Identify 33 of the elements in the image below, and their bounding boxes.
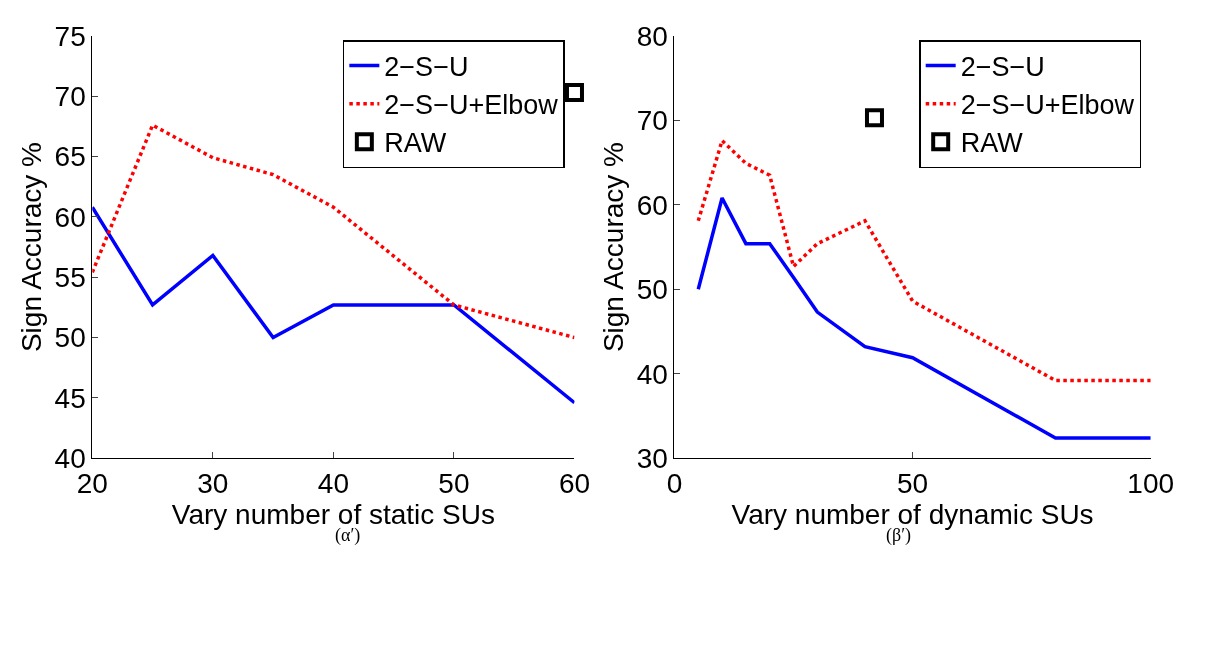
legend-label: RAW xyxy=(960,128,1024,159)
y-tick-label: 70 xyxy=(54,80,86,112)
y-tick-label: 70 xyxy=(636,105,668,137)
x-tick-label: 50 xyxy=(438,467,470,499)
x-tick-label: 40 xyxy=(317,467,349,499)
text: (α′) xyxy=(335,525,361,546)
y-tick-label: 30 xyxy=(636,443,668,475)
y-tick-label: 45 xyxy=(54,382,86,414)
legend-label: 2−S−U xyxy=(384,52,469,83)
y-tick-label: 60 xyxy=(54,201,86,233)
y-tick-label: 80 xyxy=(636,20,668,52)
x-tick-label: 30 xyxy=(197,467,229,499)
line-series xyxy=(92,205,575,405)
x-tick-label: 0 xyxy=(666,467,683,499)
x-tick-label: 50 xyxy=(897,467,929,499)
y-tick-label: 60 xyxy=(636,189,668,221)
legend-label: 2−S−U+Elbow xyxy=(384,90,559,121)
y-axis-title: Sign Accuracy % xyxy=(598,141,630,353)
text: (β′) xyxy=(886,525,912,546)
y-axis-title: Sign Accuracy % xyxy=(16,141,48,353)
line-series xyxy=(92,123,575,340)
legend-label: 2−S−U+Elbow xyxy=(960,90,1135,121)
y-tick-label: 50 xyxy=(54,322,86,354)
line-series xyxy=(696,196,1151,440)
y-tick-label: 50 xyxy=(636,274,668,306)
x-tick-label: 100 xyxy=(1127,467,1175,499)
y-tick-label: 65 xyxy=(54,141,86,173)
x-tick-label: 60 xyxy=(558,467,591,499)
legend-label: RAW xyxy=(384,128,447,159)
y-tick-label: 40 xyxy=(636,358,668,390)
y-tick-label: 75 xyxy=(54,20,86,52)
y-tick-label: 55 xyxy=(54,262,86,294)
legend-label: 2−S−U xyxy=(960,52,1045,83)
